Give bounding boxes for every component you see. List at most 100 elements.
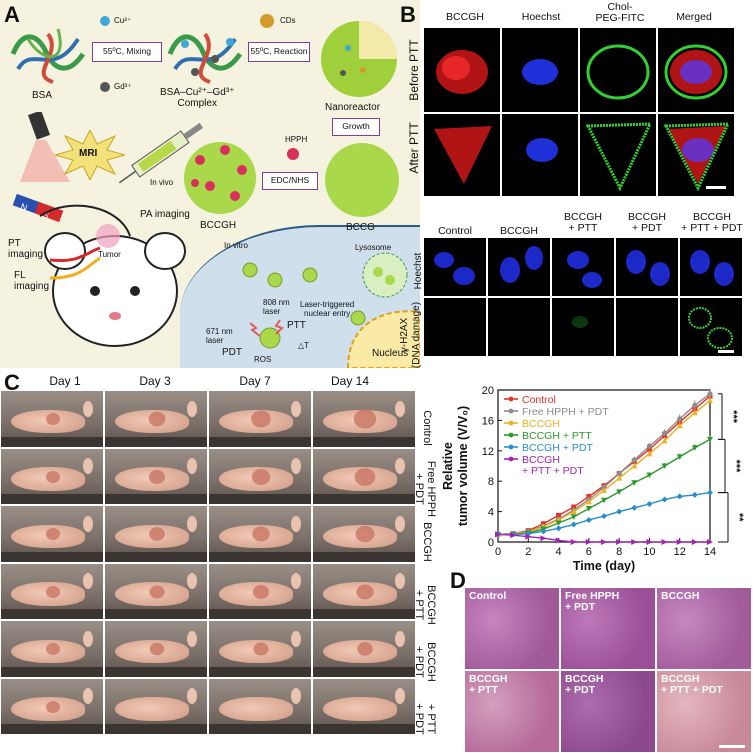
histology-image: BCCGH + PTT + PDT — [656, 670, 752, 753]
nanoreactor-label: Nanoreactor — [325, 102, 381, 113]
hpph-icon — [287, 148, 299, 160]
data-point — [691, 409, 698, 416]
histology-label: BCCGH — [661, 590, 700, 602]
808nm-label: 808 nm laser — [263, 298, 290, 316]
scale-bar-lower — [718, 350, 734, 353]
gd-label: Gd³⁺ — [114, 82, 132, 91]
data-point — [570, 508, 577, 515]
data-point — [707, 436, 713, 443]
mouse-photo — [312, 620, 416, 678]
histology-image: BCCGH + PDT — [560, 670, 656, 753]
b-row-h2ax: γ-H2AX (DNA damage) — [399, 301, 422, 369]
micro-g-pdt — [616, 298, 678, 356]
cds-label: CDs — [280, 16, 296, 25]
data-point — [585, 516, 592, 523]
panel-a-letter: A — [4, 2, 20, 27]
data-point — [555, 520, 562, 526]
magnet-n-label: N — [19, 201, 29, 213]
mouse-photo — [0, 390, 104, 448]
micro-after-bccgh — [424, 114, 500, 196]
x-tick-label: 10 — [643, 546, 655, 558]
data-point — [646, 501, 653, 507]
day-label-1: Day 1 — [49, 374, 81, 388]
panel-c-letter: C — [4, 370, 20, 395]
data-point — [691, 491, 698, 498]
data-point — [692, 402, 698, 408]
data-point — [661, 539, 668, 545]
reaction-step-label: 55ºC, Reaction — [250, 46, 308, 56]
legend-label: BCCGH — [522, 454, 560, 466]
data-point — [586, 493, 592, 499]
mouse-photo — [104, 447, 208, 505]
data-point — [540, 528, 547, 535]
mouse-photo — [312, 447, 416, 505]
data-point — [601, 513, 607, 520]
legend-marker — [508, 444, 514, 450]
mouse-photo — [104, 562, 208, 620]
legend-label: + PTT + PDT — [522, 465, 584, 477]
data-point — [616, 475, 623, 481]
data-point — [601, 487, 607, 493]
legend-label: Control — [522, 394, 556, 406]
nucleus-icon — [346, 310, 420, 368]
fl-imaging-label: FL imaging — [14, 270, 50, 292]
data-point — [691, 445, 698, 451]
lysosome-icon — [362, 252, 408, 298]
data-point — [677, 416, 683, 422]
legend-label: BCCGH + PTT — [522, 430, 592, 442]
b-row-after: After PTT — [407, 122, 421, 174]
mouse-photo — [104, 677, 208, 735]
scale-bar — [706, 186, 726, 189]
data-point — [631, 539, 638, 545]
micro-before-merged — [658, 28, 734, 112]
cu-label: Cu²⁺ — [114, 16, 132, 25]
nucleus-label: Nucleus — [372, 348, 409, 359]
day-label-14: Day 14 — [330, 374, 370, 388]
lysosome-label: Lysosome — [355, 243, 392, 252]
data-point — [676, 493, 683, 500]
mouse-photo — [312, 390, 416, 448]
bccgh-in-cell-icon — [249, 319, 284, 349]
data-point — [661, 496, 668, 503]
mouse-photo — [208, 677, 312, 735]
y-tick-label: 8 — [488, 476, 494, 488]
b-col-head-hoechst: Hoechst — [521, 11, 561, 23]
x-tick-label: 8 — [616, 546, 622, 558]
data-point — [495, 531, 501, 538]
growth-arrow: Growth — [332, 118, 380, 136]
complex-label: BSA–Cu²⁺–Gd³⁺ Complex — [160, 87, 235, 109]
syringe-icon — [118, 122, 204, 184]
micro-h-both — [680, 238, 742, 296]
histology-label: BCCGH + PDT — [565, 673, 604, 696]
data-point — [585, 506, 592, 512]
mouse-photo — [0, 620, 104, 678]
data-point — [570, 539, 577, 545]
mouse-photo — [208, 505, 312, 563]
data-point — [585, 498, 592, 505]
data-point — [646, 472, 653, 479]
hpph-label: HPPH — [285, 135, 308, 144]
c-group-both: + PTT + PDT — [413, 703, 437, 735]
data-point — [570, 514, 577, 520]
data-point — [555, 537, 562, 544]
mouse-photo — [208, 620, 312, 678]
data-point — [525, 533, 532, 540]
panel-a-schematic: BSA BSA–Cu²⁺–Gd³⁺ Complex Cu²⁺ Gd³⁺ 55ºC… — [0, 0, 420, 368]
671nm-label: 671 nm laser — [206, 327, 233, 345]
data-point — [570, 521, 577, 528]
pa-imaging-label: PA imaging — [140, 209, 190, 220]
data-point — [707, 539, 713, 545]
c-group-bccgh: BCCGH — [421, 522, 433, 562]
x-tick-label: 14 — [704, 546, 716, 558]
data-point — [707, 391, 713, 397]
micro-g-both — [680, 298, 742, 356]
histology-image: BCCGH + PTT — [464, 670, 560, 753]
complex-protein-icon — [167, 32, 243, 84]
data-point — [601, 539, 607, 545]
legend-marker — [508, 456, 514, 462]
histology-label: BCCGH + PTT + PDT — [661, 673, 723, 696]
panel-b-letter: B — [400, 2, 416, 27]
legend-label: Free HPPH + PDT — [522, 406, 609, 418]
mixing-step-label: 55ºC, Mixing — [103, 46, 151, 56]
histology-image: BCCGH — [656, 587, 752, 670]
